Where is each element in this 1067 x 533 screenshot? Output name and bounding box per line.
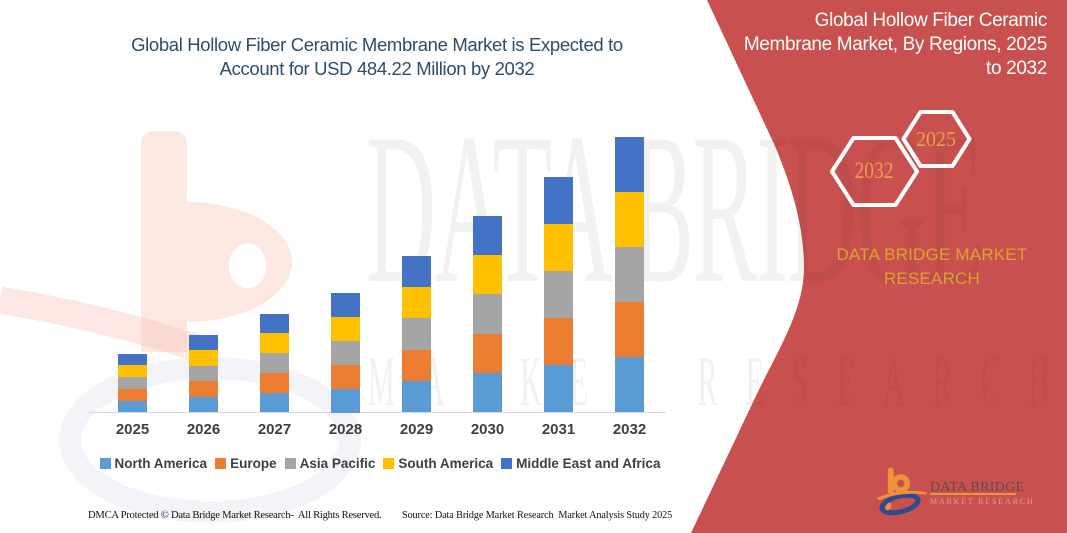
svg-text:DATA BRIDGE: DATA BRIDGE	[366, 90, 984, 329]
svg-text:DATA BRIDGE: DATA BRIDGE	[930, 480, 1024, 495]
svg-text:MARKET RESEARCH: MARKET RESEARCH	[930, 497, 1034, 506]
